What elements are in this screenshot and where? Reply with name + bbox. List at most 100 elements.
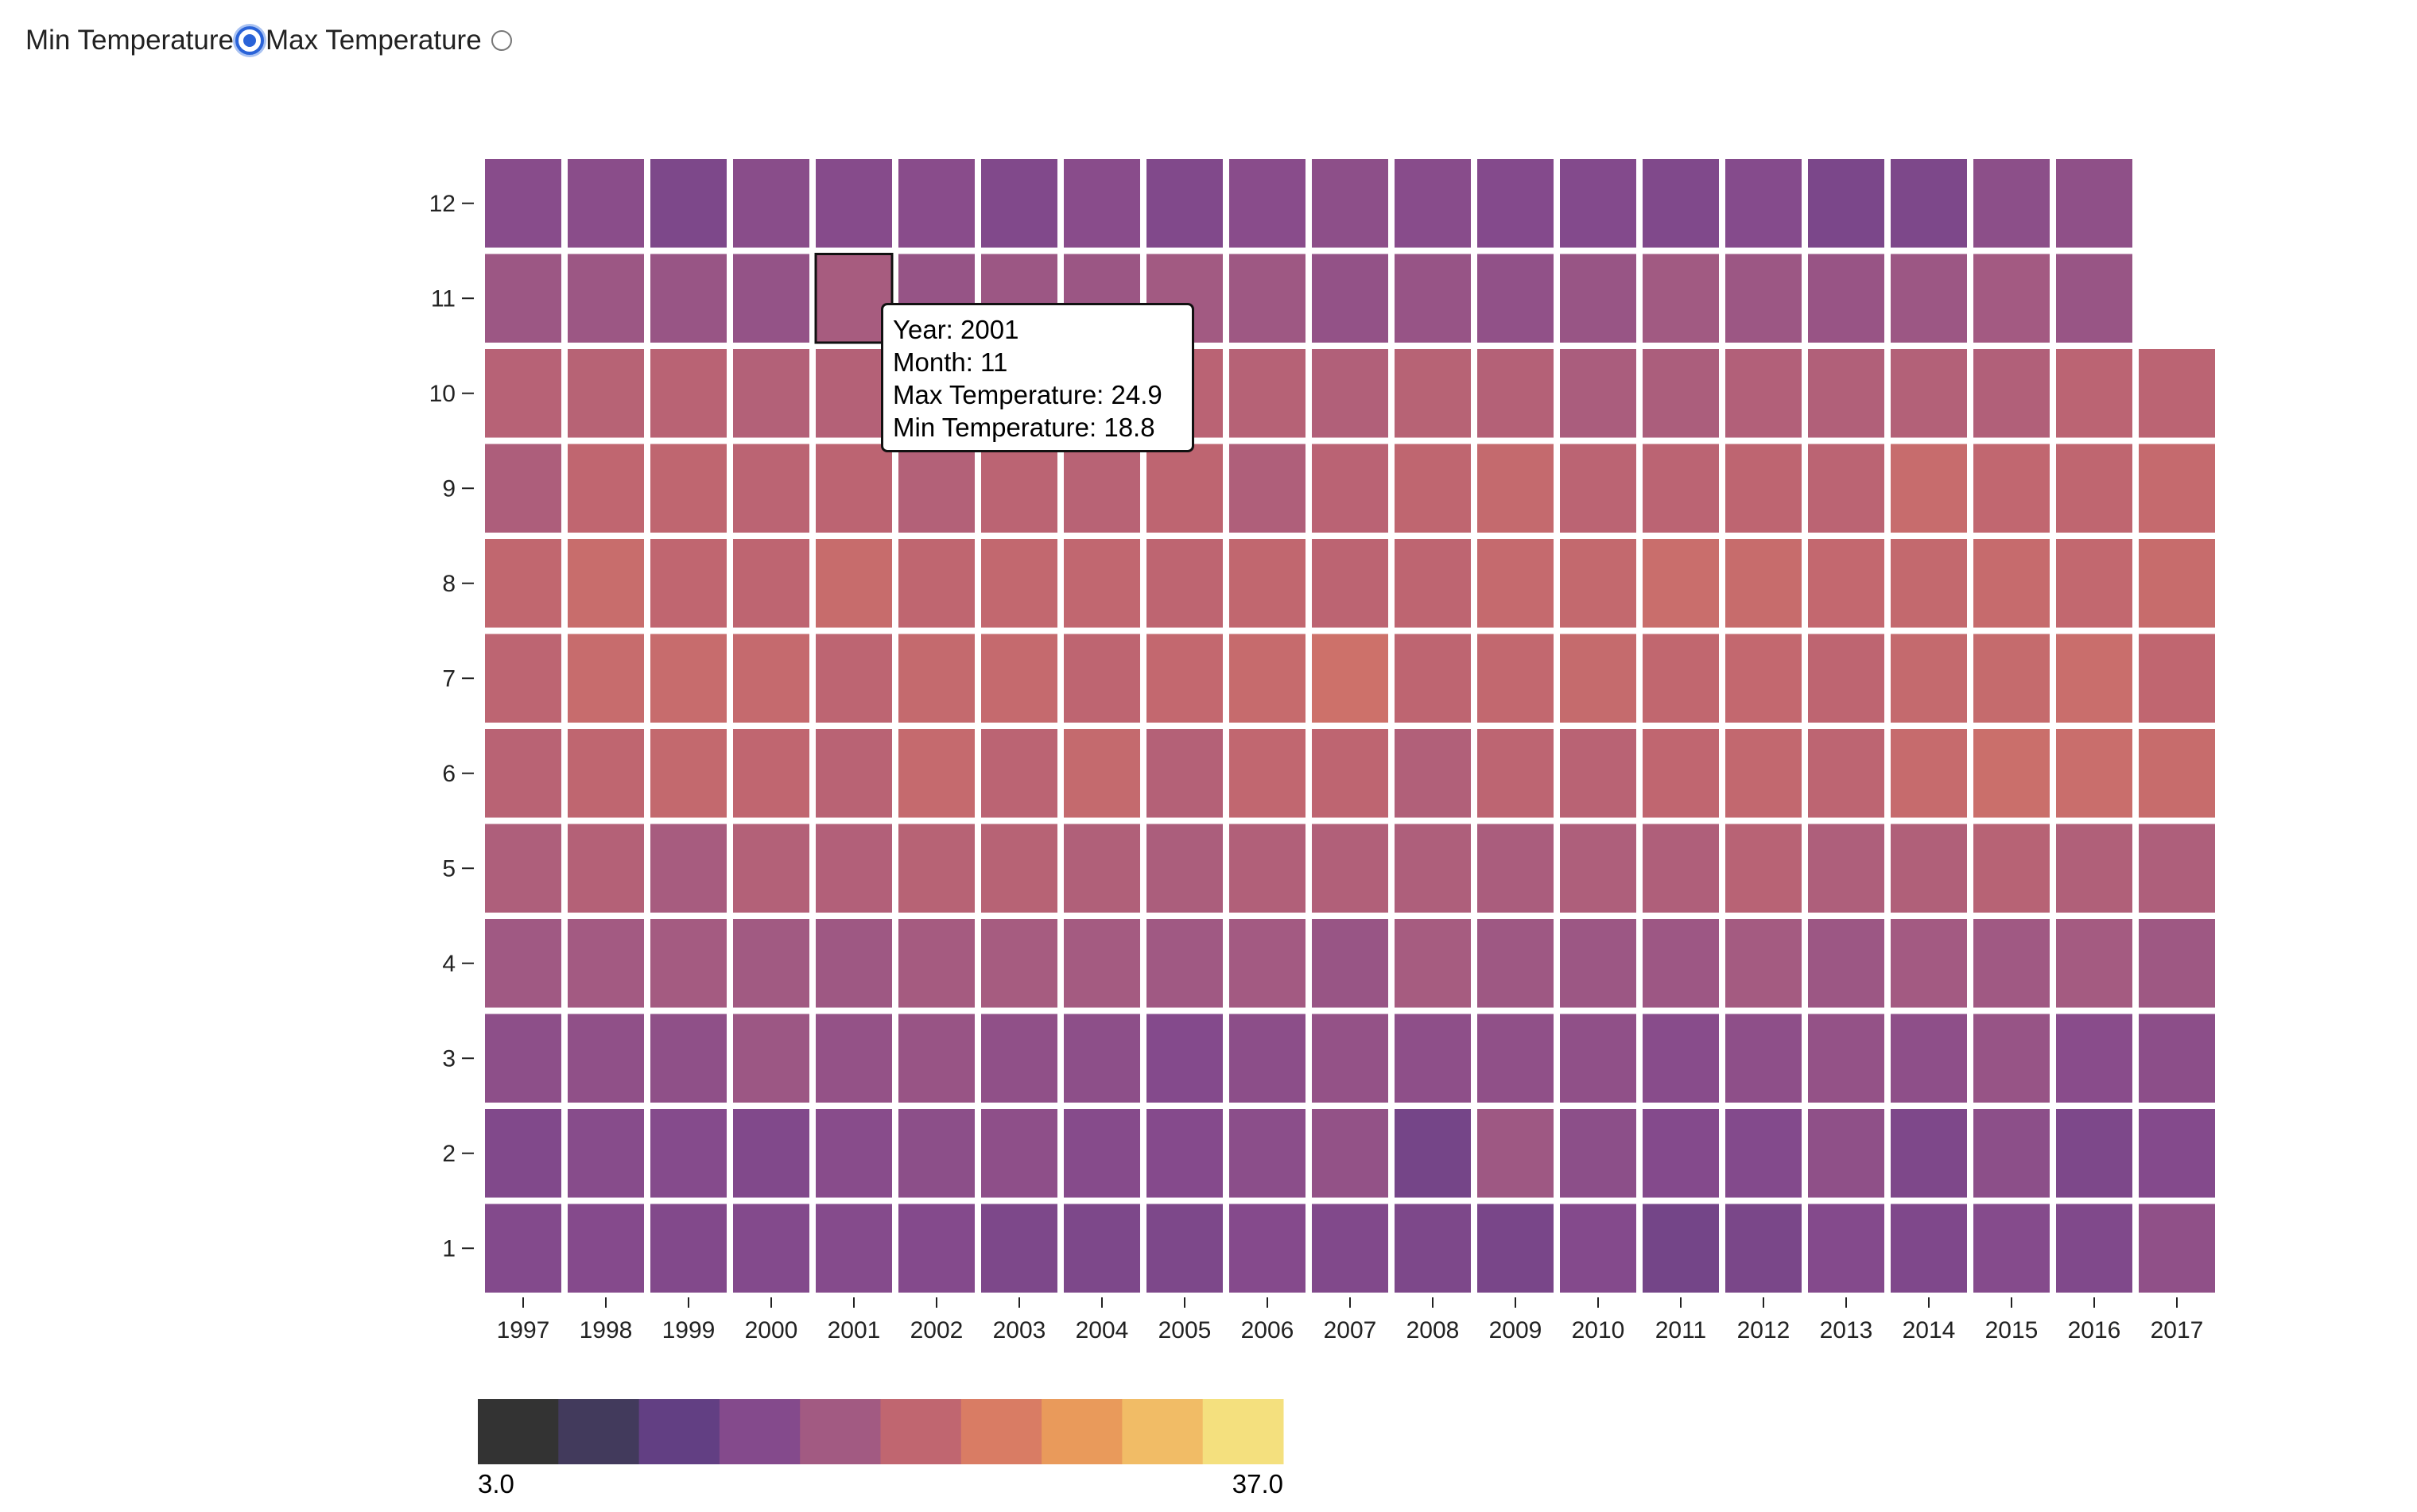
heatmap-cell-2014-4[interactable] <box>1891 919 1967 1008</box>
heatmap-cell-2008-1[interactable] <box>1395 1204 1471 1293</box>
heatmap-cell-2005-7[interactable] <box>1146 634 1223 723</box>
heatmap-cell-2017-2[interactable] <box>2139 1109 2215 1198</box>
heatmap-cell-2001-7[interactable] <box>816 634 892 723</box>
heatmap-cell-2002-2[interactable] <box>898 1109 975 1198</box>
heatmap-cell-2014-2[interactable] <box>1891 1109 1967 1198</box>
heatmap-cell-1997-2[interactable] <box>485 1109 561 1198</box>
heatmap-cell-2003-6[interactable] <box>981 729 1057 818</box>
max-temperature-label[interactable]: Max Temperature <box>265 25 482 56</box>
heatmap-cell-2010-4[interactable] <box>1560 919 1636 1008</box>
heatmap-cell-2009-6[interactable] <box>1477 729 1554 818</box>
heatmap-cell-1998-12[interactable] <box>568 159 644 248</box>
heatmap-cell-2015-6[interactable] <box>1973 729 2050 818</box>
heatmap-cell-2004-6[interactable] <box>1064 729 1140 818</box>
heatmap-cell-1998-3[interactable] <box>568 1014 644 1103</box>
heatmap-cell-2011-7[interactable] <box>1643 634 1719 723</box>
heatmap-cell-2015-11[interactable] <box>1973 254 2050 343</box>
heatmap-cell-1999-4[interactable] <box>650 919 727 1008</box>
heatmap-cell-2006-1[interactable] <box>1229 1204 1305 1293</box>
heatmap-cell-1997-6[interactable] <box>485 729 561 818</box>
heatmap-cell-2012-9[interactable] <box>1725 444 1802 533</box>
heatmap-cell-2017-8[interactable] <box>2139 539 2215 628</box>
heatmap-cell-2016-6[interactable] <box>2056 729 2132 818</box>
heatmap-cell-2007-2[interactable] <box>1312 1109 1388 1198</box>
heatmap-cell-1998-9[interactable] <box>568 444 644 533</box>
heatmap-cell-2005-2[interactable] <box>1146 1109 1223 1198</box>
heatmap-cell-1997-7[interactable] <box>485 634 561 723</box>
heatmap-cell-2015-9[interactable] <box>1973 444 2050 533</box>
heatmap-cell-2002-5[interactable] <box>898 824 975 913</box>
heatmap-cell-2013-11[interactable] <box>1808 254 1884 343</box>
heatmap-cell-2009-7[interactable] <box>1477 634 1554 723</box>
heatmap-cell-1997-12[interactable] <box>485 159 561 248</box>
heatmap-cell-1998-8[interactable] <box>568 539 644 628</box>
heatmap-cell-2011-8[interactable] <box>1643 539 1719 628</box>
heatmap-cell-2000-1[interactable] <box>733 1204 809 1293</box>
heatmap-cell-2003-8[interactable] <box>981 539 1057 628</box>
heatmap-cell-2010-12[interactable] <box>1560 159 1636 248</box>
heatmap-cell-2012-7[interactable] <box>1725 634 1802 723</box>
heatmap-cell-2008-4[interactable] <box>1395 919 1471 1008</box>
heatmap-cell-2012-11[interactable] <box>1725 254 1802 343</box>
heatmap-cell-1997-4[interactable] <box>485 919 561 1008</box>
heatmap-cell-2009-9[interactable] <box>1477 444 1554 533</box>
heatmap-cell-2001-3[interactable] <box>816 1014 892 1103</box>
min-temperature-radio[interactable] <box>235 26 264 55</box>
heatmap-cell-2003-3[interactable] <box>981 1014 1057 1103</box>
heatmap-cell-2013-7[interactable] <box>1808 634 1884 723</box>
heatmap-cell-2015-4[interactable] <box>1973 919 2050 1008</box>
heatmap-cell-2016-1[interactable] <box>2056 1204 2132 1293</box>
heatmap-cell-2002-4[interactable] <box>898 919 975 1008</box>
heatmap-cell-2001-4[interactable] <box>816 919 892 1008</box>
heatmap-cell-2003-7[interactable] <box>981 634 1057 723</box>
heatmap-cell-2001-10[interactable] <box>816 349 892 438</box>
heatmap-cell-2004-1[interactable] <box>1064 1204 1140 1293</box>
heatmap-cell-1998-11[interactable] <box>568 254 644 343</box>
heatmap-cell-2011-9[interactable] <box>1643 444 1719 533</box>
heatmap-cell-2016-10[interactable] <box>2056 349 2132 438</box>
heatmap-cell-2001-5[interactable] <box>816 824 892 913</box>
heatmap-cell-2015-3[interactable] <box>1973 1014 2050 1103</box>
heatmap-cell-2012-6[interactable] <box>1725 729 1802 818</box>
heatmap-cell-2012-3[interactable] <box>1725 1014 1802 1103</box>
heatmap-cell-2015-12[interactable] <box>1973 159 2050 248</box>
heatmap-cell-2004-5[interactable] <box>1064 824 1140 913</box>
heatmap-cell-2011-12[interactable] <box>1643 159 1719 248</box>
heatmap-cell-2010-2[interactable] <box>1560 1109 1636 1198</box>
heatmap-cell-2007-4[interactable] <box>1312 919 1388 1008</box>
heatmap-cell-2015-7[interactable] <box>1973 634 2050 723</box>
heatmap-cell-2015-2[interactable] <box>1973 1109 2050 1198</box>
heatmap-cell-2003-5[interactable] <box>981 824 1057 913</box>
heatmap-cell-2008-8[interactable] <box>1395 539 1471 628</box>
heatmap-cell-2000-10[interactable] <box>733 349 809 438</box>
heatmap-cell-2013-1[interactable] <box>1808 1204 1884 1293</box>
heatmap-cell-2006-5[interactable] <box>1229 824 1305 913</box>
heatmap-cell-2011-11[interactable] <box>1643 254 1719 343</box>
heatmap-cell-2008-12[interactable] <box>1395 159 1471 248</box>
heatmap-cell-2002-7[interactable] <box>898 634 975 723</box>
heatmap-cell-2001-6[interactable] <box>816 729 892 818</box>
heatmap-cell-2007-9[interactable] <box>1312 444 1388 533</box>
heatmap-cell-2001-11[interactable] <box>814 253 894 344</box>
heatmap-cell-2017-6[interactable] <box>2139 729 2215 818</box>
heatmap-cell-2004-4[interactable] <box>1064 919 1140 1008</box>
heatmap-cell-2013-8[interactable] <box>1808 539 1884 628</box>
heatmap-cell-1998-6[interactable] <box>568 729 644 818</box>
heatmap-cell-2007-12[interactable] <box>1312 159 1388 248</box>
heatmap-cell-1998-4[interactable] <box>568 919 644 1008</box>
heatmap-cell-2009-4[interactable] <box>1477 919 1554 1008</box>
heatmap-cell-2016-4[interactable] <box>2056 919 2132 1008</box>
heatmap-cell-2014-1[interactable] <box>1891 1204 1967 1293</box>
heatmap-cell-2016-12[interactable] <box>2056 159 2132 248</box>
heatmap-cell-2001-2[interactable] <box>816 1109 892 1198</box>
heatmap-cell-2017-9[interactable] <box>2139 444 2215 533</box>
heatmap-cell-2002-12[interactable] <box>898 159 975 248</box>
heatmap-cell-2000-9[interactable] <box>733 444 809 533</box>
heatmap-cell-2014-8[interactable] <box>1891 539 1967 628</box>
heatmap-cell-2016-3[interactable] <box>2056 1014 2132 1103</box>
heatmap-cell-2006-3[interactable] <box>1229 1014 1305 1103</box>
heatmap-cell-2017-1[interactable] <box>2139 1204 2215 1293</box>
heatmap-cell-2009-1[interactable] <box>1477 1204 1554 1293</box>
heatmap-cell-2005-12[interactable] <box>1146 159 1223 248</box>
heatmap-cell-1997-9[interactable] <box>485 444 561 533</box>
